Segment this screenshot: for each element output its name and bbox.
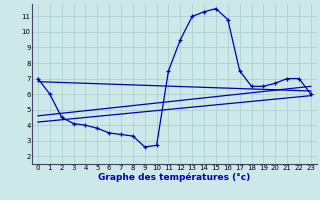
- X-axis label: Graphe des températures (°c): Graphe des températures (°c): [98, 173, 251, 182]
